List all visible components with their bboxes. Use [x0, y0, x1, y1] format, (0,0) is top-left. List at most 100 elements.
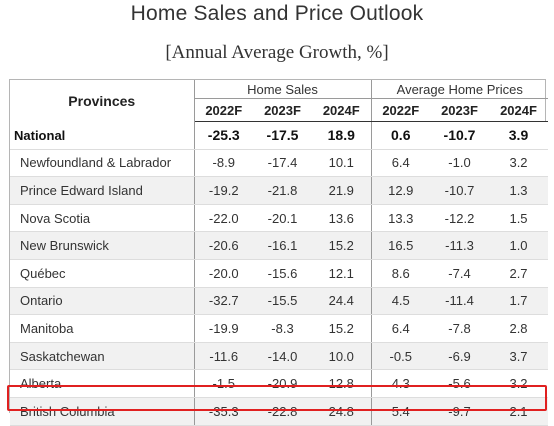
value-cell: -32.7	[194, 287, 253, 316]
value-cell: 3.2	[489, 149, 549, 178]
value-cell: 3.9	[489, 121, 549, 150]
value-cell: 8.6	[371, 259, 430, 288]
group-header-home-sales: Home Sales	[194, 80, 372, 99]
table-row: Nova Scotia -22.0 -20.1 13.6 13.3 -12.2 1.5	[10, 204, 549, 233]
value-cell: -7.4	[430, 259, 489, 288]
table-row: Alberta -1.5 -20.9 12.8 4.3 -5.6 3.2	[10, 369, 549, 398]
value-cell: 15.2	[312, 231, 372, 260]
value-cell: 24.4	[312, 287, 372, 316]
value-cell: -35.3	[194, 397, 253, 426]
year-header: 2023F	[430, 98, 489, 122]
value-cell: 1.7	[489, 287, 549, 316]
table-row: Ontario -32.7 -15.5 24.4 4.5 -11.4 1.7	[10, 287, 549, 316]
value-cell: -1.5	[194, 369, 253, 398]
value-cell: -14.0	[253, 342, 312, 371]
value-cell: -5.6	[430, 369, 489, 398]
value-cell: -15.6	[253, 259, 312, 288]
table-row: Prince Edward Island -19.2 -21.8 21.9 12.9 -1…	[10, 176, 549, 205]
value-cell: 1.3	[489, 176, 549, 205]
value-cell: -20.6	[194, 231, 253, 260]
value-cell: 15.2	[312, 314, 372, 343]
value-cell: 13.3	[371, 204, 430, 233]
province-name: Ontario	[10, 287, 195, 316]
value-cell: 3.2	[489, 369, 549, 398]
year-header: 2022F	[371, 98, 430, 122]
province-name: New Brunswick	[10, 231, 195, 260]
value-cell: -6.9	[430, 342, 489, 371]
value-cell: 18.9	[312, 121, 372, 150]
value-cell: 4.5	[371, 287, 430, 316]
value-cell: -15.5	[253, 287, 312, 316]
value-cell: -1.0	[430, 149, 489, 178]
year-header: 2024F	[312, 98, 372, 122]
table-row-national: National -25.3 -17.5 18.9 0.6 -10.7 3.9	[10, 121, 549, 150]
table-row: Newfoundland & Labrador -8.9 -17.4 10.1 6.4-…	[10, 149, 549, 178]
value-cell: 2.1	[489, 397, 549, 426]
value-cell: -11.4	[430, 287, 489, 316]
value-cell: 12.8	[312, 369, 372, 398]
province-name: British Columbia	[10, 397, 195, 426]
value-cell: 4.3	[371, 369, 430, 398]
province-name: Saskatchewan	[10, 342, 195, 371]
value-cell: -11.3	[430, 231, 489, 260]
value-cell: -12.2	[430, 204, 489, 233]
value-cell: -9.7	[430, 397, 489, 426]
value-cell: 12.1	[312, 259, 372, 288]
province-name: Québec	[10, 259, 195, 288]
year-header: 2023F	[253, 98, 312, 122]
table-row: Manitoba -19.9 -8.3 15.2 6.4 -7.8 2.8	[10, 314, 549, 343]
value-cell: -0.5	[371, 342, 430, 371]
outlook-table: Provinces Home Sales Average Home Prices…	[10, 80, 549, 426]
value-cell: 16.5	[371, 231, 430, 260]
value-cell: -17.5	[253, 121, 312, 150]
outlook-table-container: Provinces Home Sales Average Home Prices…	[9, 79, 549, 426]
group-header-average-home-prices: Average Home Prices	[371, 80, 549, 99]
table-row: Québec -20.0 -15.6 12.1 8.6 -7.4 2.7	[10, 259, 549, 288]
value-cell: -21.8	[253, 176, 312, 205]
value-cell: 2.8	[489, 314, 549, 343]
year-header: 2024F	[489, 98, 549, 122]
value-cell: -22.0	[194, 204, 253, 233]
value-cell: 3.7	[489, 342, 549, 371]
value-cell: -10.7	[430, 176, 489, 205]
value-cell: 2.7	[489, 259, 549, 288]
province-name: Newfoundland & Labrador	[10, 149, 195, 178]
value-cell: -11.6	[194, 342, 253, 371]
value-cell: -25.3	[194, 121, 253, 150]
value-cell: 5.4	[371, 397, 430, 426]
province-name: Alberta	[10, 369, 195, 398]
table-row: New Brunswick -20.6 -16.1 15.2 16.5 -11.3 1.0	[10, 231, 549, 260]
value-cell: -7.8	[430, 314, 489, 343]
value-cell: 6.4	[371, 149, 430, 178]
value-cell: 1.5	[489, 204, 549, 233]
value-cell: -19.2	[194, 176, 253, 205]
province-name: Nova Scotia	[10, 204, 195, 233]
provinces-header: Provinces	[10, 80, 195, 122]
value-cell: -20.1	[253, 204, 312, 233]
value-cell: 6.4	[371, 314, 430, 343]
value-cell: 0.6	[371, 121, 430, 150]
value-cell: -22.8	[253, 397, 312, 426]
year-header: 2022F	[194, 98, 253, 122]
value-cell: 10.1	[312, 149, 372, 178]
page-title: Home Sales and Price Outlook	[130, 2, 424, 25]
value-cell: 10.0	[312, 342, 372, 371]
value-cell: -19.9	[194, 314, 253, 343]
value-cell: -8.9	[194, 149, 253, 178]
header-row-groups: Provinces Home Sales Average Home Prices	[10, 80, 549, 122]
header-row-years: 2022F 2023F 2024F 2022F 2023F 2024F	[10, 98, 549, 122]
value-cell: -16.1	[253, 231, 312, 260]
table-body: National -25.3 -17.5 18.9 0.6 -10.7 3.9 Newfoun…	[10, 121, 549, 426]
value-cell: -17.4	[253, 149, 312, 178]
value-cell: -20.9	[253, 369, 312, 398]
value-cell: -20.0	[194, 259, 253, 288]
province-name: National	[10, 121, 195, 150]
table-row: British Columbia -35.3 -22.8 24.8 5.4 -9.7 2.1	[10, 397, 549, 426]
table-row: Saskatchewan -11.6 -14.0 10.0 -0.5 -6.9 3.7	[10, 342, 549, 371]
value-cell: 24.8	[312, 397, 372, 426]
province-name: Manitoba	[10, 314, 195, 343]
value-cell: 1.0	[489, 231, 549, 260]
province-name: Prince Edward Island	[10, 176, 195, 205]
value-cell: -8.3	[253, 314, 312, 343]
page-subtitle: [Annual Average Growth, %]	[165, 42, 389, 63]
